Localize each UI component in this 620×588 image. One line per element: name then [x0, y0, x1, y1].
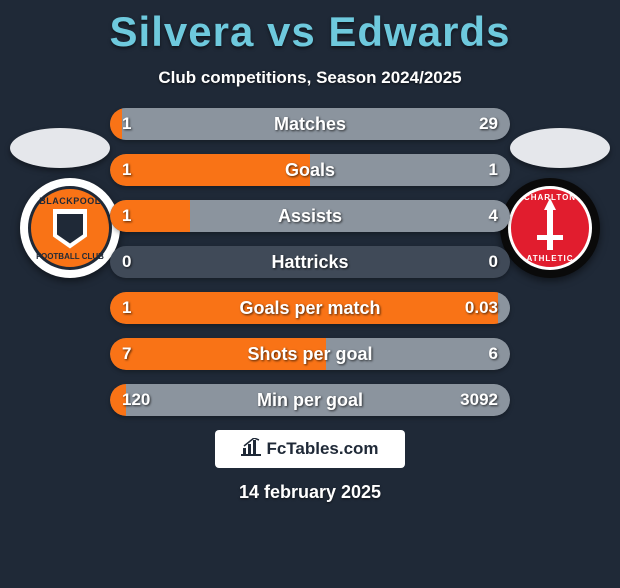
stat-value-left: 7 [122, 338, 131, 370]
shield-icon [53, 209, 87, 249]
stat-label: Goals per match [110, 292, 510, 324]
stat-row: Assists1 4 [110, 200, 510, 232]
stat-value-right: 0.03 [465, 292, 498, 324]
club-badge-right: CHARLTON ATHLETIC [500, 178, 600, 278]
player-avatar-right [510, 128, 610, 168]
club-left-top-text: BLACKPOOL [39, 196, 101, 206]
stat-value-left: 1 [122, 292, 131, 324]
stat-row: Matches1 29 [110, 108, 510, 140]
stat-value-left: 1 [122, 108, 131, 140]
stat-label: Goals [110, 154, 510, 186]
chart-icon [241, 438, 261, 461]
brand-label: FcTables.com [266, 439, 378, 459]
club-left-bottom-text: FOOTBALL CLUB [36, 252, 104, 261]
stat-value-right: 1 [489, 154, 498, 186]
stat-row: Shots per goal7 6 [110, 338, 510, 370]
stat-value-right: 4 [489, 200, 498, 232]
stat-row: Min per goal120 3092 [110, 384, 510, 416]
stat-row: Hattricks0 0 [110, 246, 510, 278]
stat-label: Assists [110, 200, 510, 232]
stat-value-left: 1 [122, 154, 131, 186]
player-avatar-left [10, 128, 110, 168]
stat-value-right: 0 [489, 246, 498, 278]
stats-container: Matches129Goals11Assists14Hattricks00Goa… [110, 108, 510, 416]
date-text: 14 february 2025 [0, 482, 620, 503]
sword-icon [547, 206, 553, 250]
brand-box[interactable]: FcTables.com [215, 430, 405, 468]
club-right-bottom-text: ATHLETIC [527, 254, 574, 263]
stat-label: Shots per goal [110, 338, 510, 370]
stat-value-right: 3092 [460, 384, 498, 416]
stat-value-left: 0 [122, 246, 131, 278]
stat-label: Hattricks [110, 246, 510, 278]
page-subtitle: Club competitions, Season 2024/2025 [0, 68, 620, 88]
blackpool-badge-icon: BLACKPOOL FOOTBALL CLUB [28, 186, 112, 270]
stat-value-left: 120 [122, 384, 150, 416]
club-badge-left: BLACKPOOL FOOTBALL CLUB [20, 178, 120, 278]
stat-value-right: 6 [489, 338, 498, 370]
stat-row: Goals per match1 0.03 [110, 292, 510, 324]
stat-row: Goals1 1 [110, 154, 510, 186]
stat-value-left: 1 [122, 200, 131, 232]
page-title: Silvera vs Edwards [0, 8, 620, 56]
stat-label: Min per goal [110, 384, 510, 416]
stat-label: Matches [110, 108, 510, 140]
charlton-badge-icon: CHARLTON ATHLETIC [508, 186, 592, 270]
stat-value-right: 29 [479, 108, 498, 140]
